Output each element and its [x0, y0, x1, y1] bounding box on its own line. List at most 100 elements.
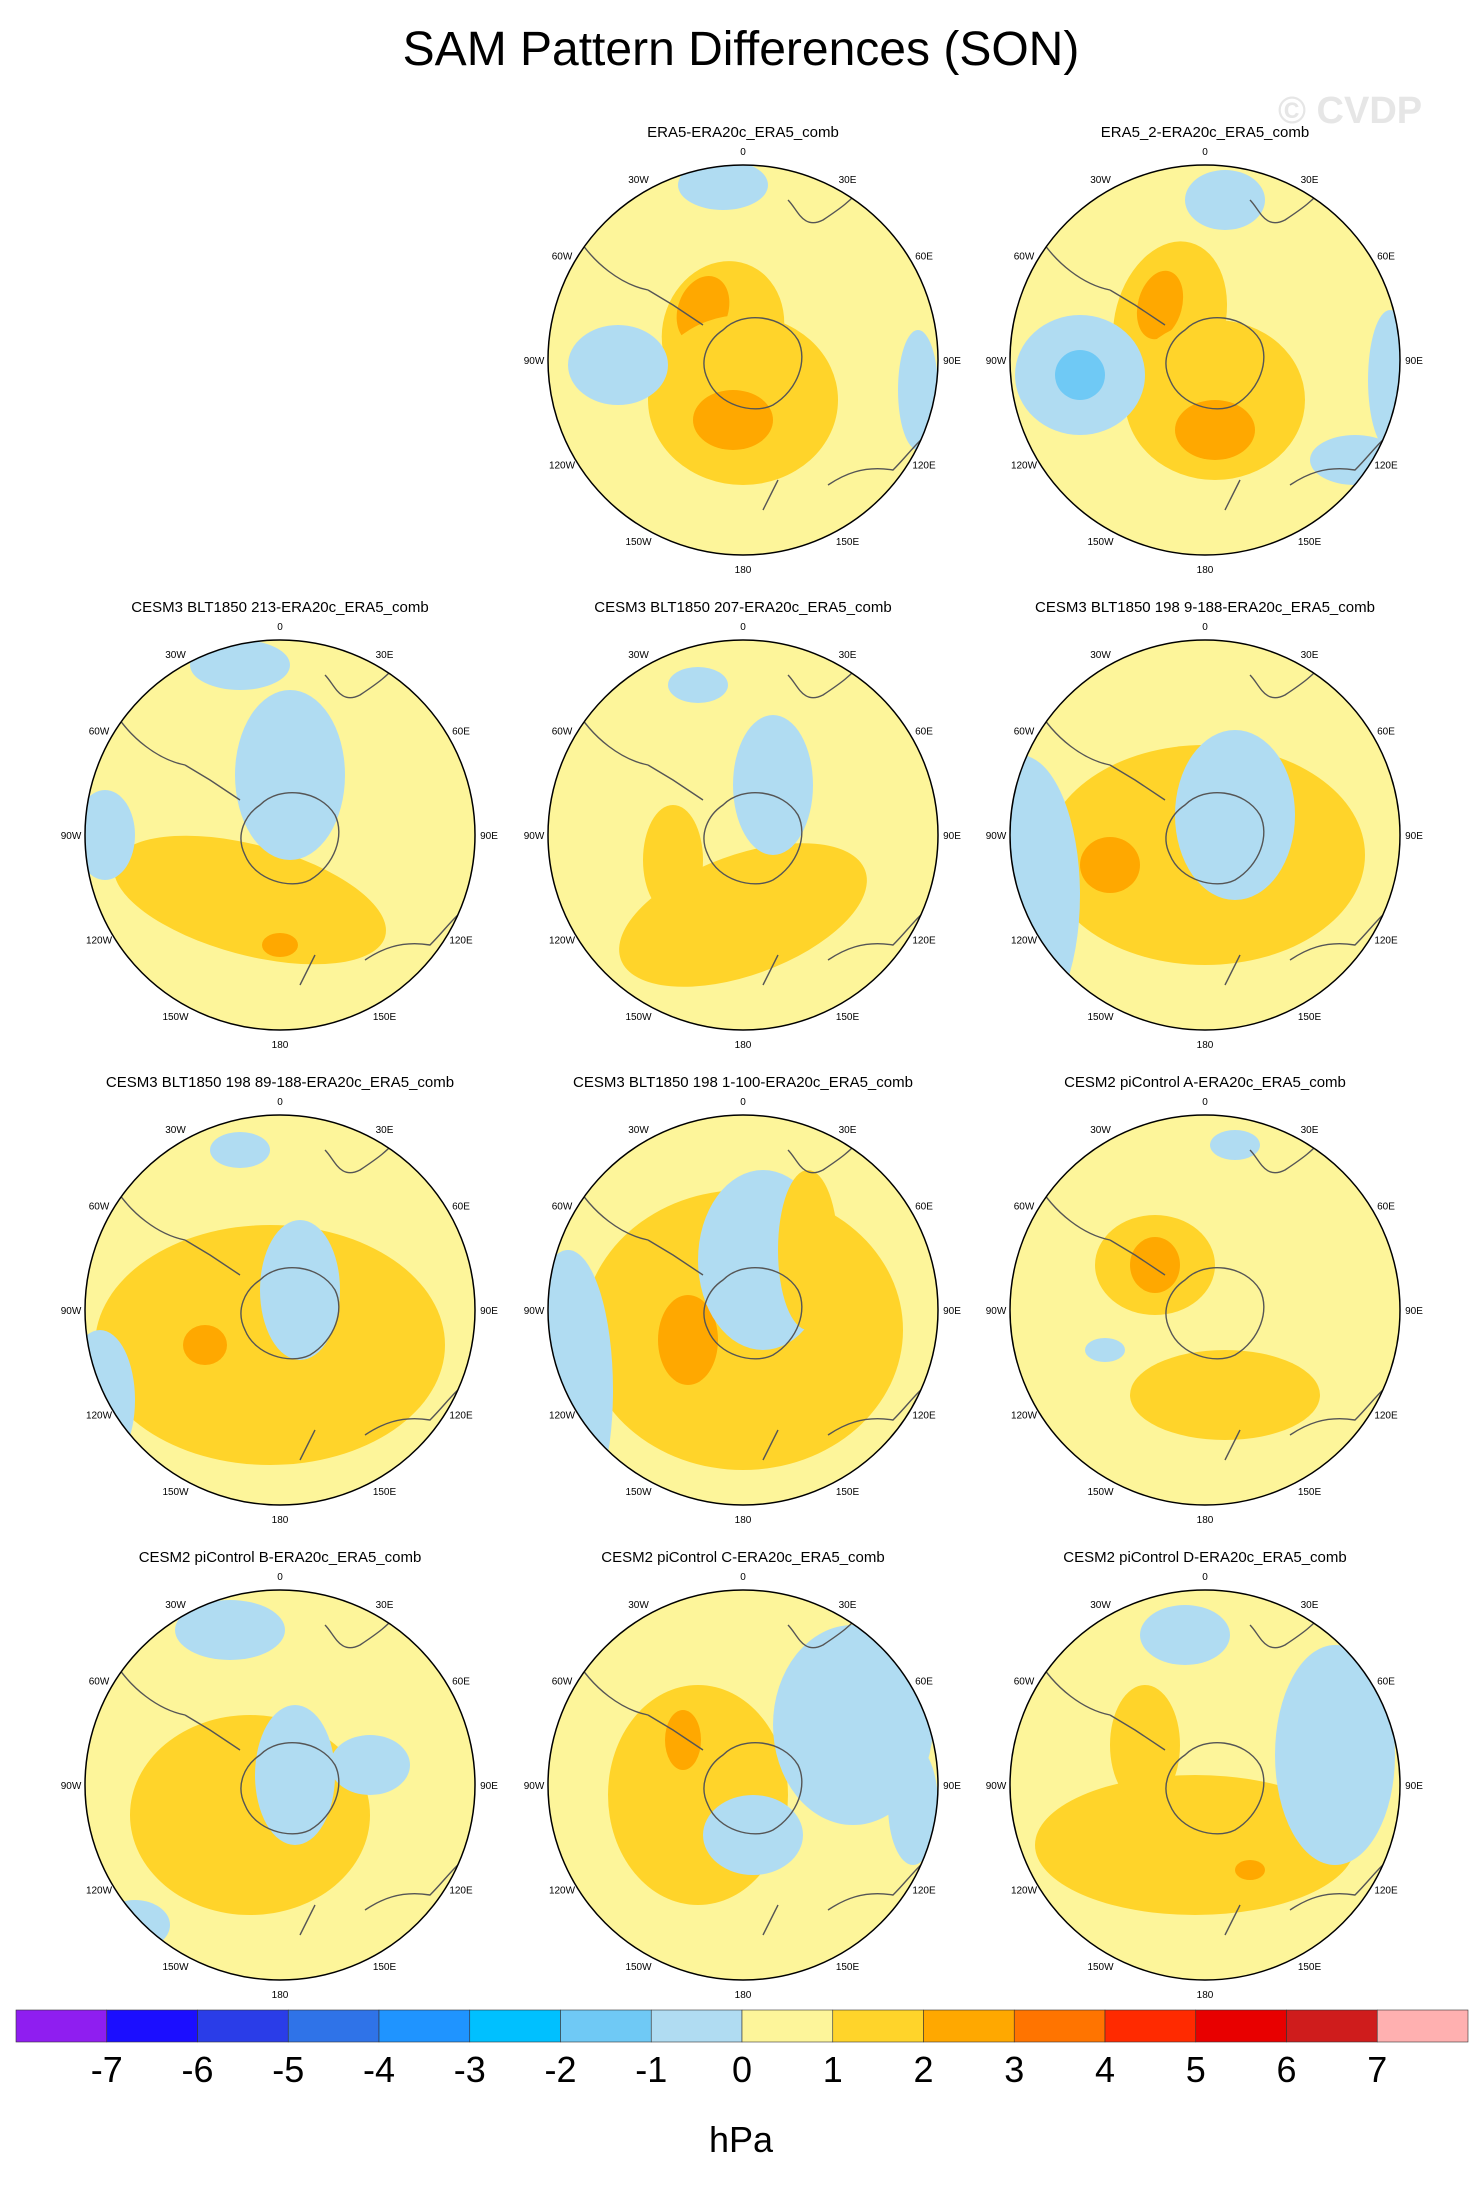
positive-anomaly-region: [183, 1325, 227, 1365]
negative-anomaly-region: [703, 1795, 803, 1875]
coastline: [1165, 1741, 1265, 1835]
longitude-label: 150E: [1298, 1012, 1322, 1023]
colorbar-swatch: [1195, 2009, 1287, 2043]
longitude-label: 90W: [524, 356, 545, 367]
coastline: [299, 1429, 316, 1461]
watermark: © CVDP: [1278, 90, 1423, 132]
longitude-label: 90E: [1405, 831, 1423, 842]
negative-anomaly-region: [260, 1220, 340, 1360]
colorbar-swatch: [287, 2009, 380, 2043]
longitude-label: 60W: [552, 727, 573, 738]
colorbar-tick-label: -7: [91, 2049, 123, 2090]
colorbar-tick-label: -6: [181, 2049, 213, 2090]
longitude-label: 180: [735, 1515, 752, 1526]
longitude-label: 60W: [1014, 1202, 1035, 1213]
longitude-label: 90E: [943, 356, 961, 367]
longitude-label: 180: [735, 1040, 752, 1051]
longitude-label: 120W: [86, 1886, 113, 1897]
longitude-label: 30E: [1301, 1125, 1319, 1136]
positive-anomaly-region: [114, 835, 386, 965]
colorbar-swatch: [560, 2009, 652, 2043]
longitude-label: 30W: [1090, 1600, 1111, 1611]
panel-title: CESM2 piControl B-ERA20c_ERA5_comb: [139, 1549, 422, 1566]
map-border: [84, 639, 476, 1031]
longitude-label: 120E: [912, 936, 936, 947]
longitude-label: 120E: [1374, 936, 1398, 947]
longitude-label: 150W: [625, 1962, 652, 1973]
map-panel: CESM3 BLT1850 198 1-100-ERA20c_ERA5_comb…: [524, 1074, 962, 1526]
longitude-label: 30W: [628, 175, 649, 186]
longitude-label: 120E: [912, 461, 936, 472]
longitude-label: 120E: [449, 1411, 473, 1422]
longitude-label: 0: [1202, 1572, 1208, 1583]
colorbar-tick-label: -5: [272, 2049, 304, 2090]
longitude-label: 120E: [1374, 1886, 1398, 1897]
panel-title: CESM3 BLT1850 198 89-188-ERA20c_ERA5_com…: [106, 1074, 454, 1091]
longitude-label: 150E: [1298, 1487, 1322, 1498]
colorbar-tick-label: 6: [1276, 2049, 1296, 2090]
map-border: [547, 639, 939, 1031]
longitude-label: 60W: [1014, 727, 1035, 738]
longitude-label: 150W: [1087, 1012, 1114, 1023]
longitude-label: 120W: [1011, 461, 1038, 472]
negative-anomaly-region: [1140, 1605, 1230, 1665]
longitude-label: 30W: [1090, 650, 1111, 661]
panel-title: CESM2 piControl D-ERA20c_ERA5_comb: [1063, 1549, 1346, 1566]
longitude-label: 180: [1197, 1990, 1214, 2001]
map-panel: CESM3 BLT1850 198 9-188-ERA20c_ERA5_comb…: [986, 599, 1424, 1051]
positive-anomaly-region: [665, 1710, 701, 1770]
positive-anomaly-region: [1130, 1237, 1180, 1293]
longitude-label: 90E: [480, 1781, 498, 1792]
longitude-label: 150W: [1087, 1962, 1114, 1973]
longitude-label: 180: [272, 1515, 289, 1526]
negative-anomaly-region: [210, 1132, 270, 1168]
colorbar-tick-label: 1: [823, 2049, 843, 2090]
negative-anomaly-region: [1210, 1130, 1260, 1160]
longitude-label: 150E: [373, 1487, 397, 1498]
colorbar-swatch: [1286, 2009, 1378, 2043]
longitude-label: 60W: [89, 727, 110, 738]
longitude-label: 30W: [628, 650, 649, 661]
longitude-label: 30E: [376, 650, 394, 661]
colorbar-swatch: [1376, 2009, 1469, 2043]
longitude-label: 180: [735, 1990, 752, 2001]
negative-anomaly-region: [668, 667, 728, 703]
positive-anomaly-region: [658, 1295, 718, 1385]
map-border: [1009, 639, 1401, 1031]
longitude-label: 0: [740, 1572, 746, 1583]
longitude-label: 0: [740, 147, 746, 158]
coastline: [762, 1429, 779, 1461]
positive-anomaly-region: [1035, 1775, 1355, 1915]
colorbar-tick-label: 3: [1004, 2049, 1024, 2090]
longitude-label: 120E: [912, 1886, 936, 1897]
longitude-label: 0: [277, 1097, 283, 1108]
longitude-label: 120E: [1374, 461, 1398, 472]
longitude-label: 60W: [1014, 252, 1035, 263]
colorbar-tick-label: 2: [913, 2049, 933, 2090]
negative-anomaly-region: [1185, 170, 1265, 230]
longitude-label: 150W: [625, 537, 652, 548]
positive-anomaly-region: [1080, 837, 1140, 893]
longitude-label: 60E: [915, 1677, 933, 1688]
negative-anomaly-region: [1275, 1645, 1395, 1865]
longitude-label: 90W: [524, 1781, 545, 1792]
longitude-label: 30W: [165, 1125, 186, 1136]
longitude-label: 120W: [86, 1411, 113, 1422]
coastline: [1109, 1239, 1166, 1276]
coastline: [240, 791, 340, 885]
longitude-label: 90W: [524, 831, 545, 842]
longitude-label: 60W: [552, 1677, 573, 1688]
colorbar-unit-label: hPa: [709, 2119, 774, 2160]
panel-title: ERA5_2-ERA20c_ERA5_comb: [1101, 124, 1309, 141]
longitude-label: 90W: [61, 1781, 82, 1792]
panel-title: CESM3 BLT1850 198 1-100-ERA20c_ERA5_comb: [573, 1074, 913, 1091]
negative-anomaly-region: [190, 640, 290, 690]
longitude-label: 60W: [552, 252, 573, 263]
panel-title: ERA5-ERA20c_ERA5_comb: [647, 124, 839, 141]
longitude-label: 120W: [549, 461, 576, 472]
longitude-label: 0: [1202, 622, 1208, 633]
coastline: [184, 1714, 241, 1751]
longitude-label: 90W: [61, 1306, 82, 1317]
longitude-label: 90W: [61, 831, 82, 842]
